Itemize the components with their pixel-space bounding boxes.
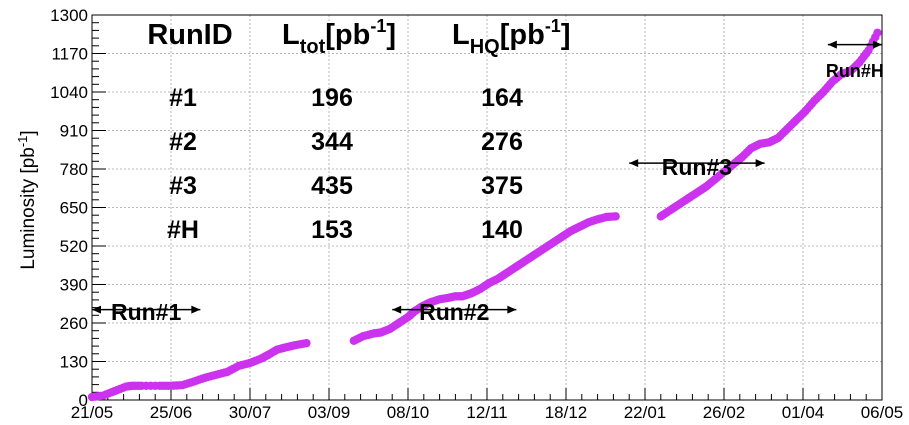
summary-table: RunID Ltot[pb-1] LHQ[pb-1] #1 196 164 #2… xyxy=(147,16,570,244)
run-label: Run#3 xyxy=(662,154,732,180)
table-header-runid: RunID xyxy=(147,19,232,51)
data-points xyxy=(87,28,882,402)
table-row-lhq: 375 xyxy=(481,172,523,200)
x-tick-label: 01/04 xyxy=(782,403,825,422)
table-row-ltot: 196 xyxy=(311,84,353,112)
y-tick-label: 520 xyxy=(60,237,88,256)
y-tick-label: 130 xyxy=(60,353,88,372)
y-tick-label: 650 xyxy=(60,199,88,218)
data-point xyxy=(611,212,620,221)
y-tick-label: 780 xyxy=(60,160,88,179)
run-arrow-head-left xyxy=(629,159,639,168)
run-label: Run#2 xyxy=(419,299,489,325)
table-row-id: #H xyxy=(167,216,199,244)
y-tick-label: 0 xyxy=(79,391,88,410)
x-tick-label: 03/09 xyxy=(308,403,351,422)
x-tick-label: 22/01 xyxy=(624,403,667,422)
run-arrow-head-right xyxy=(191,305,201,314)
table-row-id: #2 xyxy=(169,128,197,156)
table-row-lhq: 276 xyxy=(481,128,523,156)
table-row-ltot: 344 xyxy=(311,128,353,156)
y-axis-label: Luminosity [pb-1] xyxy=(15,130,39,269)
x-tick-label: 12/11 xyxy=(466,403,507,422)
y-tick-label: 1170 xyxy=(51,45,88,64)
table-row-id: #3 xyxy=(169,172,197,200)
run-arrow-head-left xyxy=(827,40,837,49)
y-tick-label: 1040 xyxy=(50,83,88,102)
run-arrow-head-right xyxy=(507,305,517,314)
y-tick-label: 260 xyxy=(60,314,88,333)
data-point xyxy=(873,28,882,37)
run-arrow-head-right xyxy=(755,159,765,168)
x-tick-label: 25/06 xyxy=(150,403,193,422)
x-tick-label: 08/10 xyxy=(387,403,430,422)
y-axis-ticks: 0 130 260 390 520 650 780 910 1040 1170 1300 xyxy=(50,6,106,410)
run-annotations: Run#1 Run#2 Run#3 Run#H xyxy=(92,40,884,325)
y-tick-label: 390 xyxy=(60,276,88,295)
table-row-lhq: 140 xyxy=(481,216,523,244)
table-row-lhq: 164 xyxy=(481,84,523,112)
y-tick-label: 1300 xyxy=(50,6,88,25)
run-arrow-head-left xyxy=(92,305,101,314)
table-header-ltot: Ltot[pb-1] xyxy=(282,16,396,58)
table-header-lhq: LHQ[pb-1] xyxy=(452,16,571,58)
run-label: Run#1 xyxy=(111,299,182,325)
run-arrow-head-left xyxy=(392,305,402,314)
x-tick-label: 18/12 xyxy=(545,403,588,422)
run-arrow-head-right xyxy=(873,40,882,49)
y-tick-label: 910 xyxy=(60,122,88,141)
x-axis-ticks: 21/05 25/06 30/07 03/09 08/10 12/11 18/12 22/01… xyxy=(71,388,904,422)
table-row-ltot: 153 xyxy=(311,216,353,244)
x-tick-label: 30/07 xyxy=(229,403,272,422)
x-tick-label: 06/05 xyxy=(861,403,904,422)
x-tick-label: 21/05 xyxy=(71,403,114,422)
table-row-id: #1 xyxy=(169,84,197,112)
table-row-ltot: 435 xyxy=(311,172,353,200)
x-tick-label: 26/02 xyxy=(703,403,746,422)
run-label: Run#H xyxy=(826,61,884,81)
grid-lines xyxy=(91,14,883,401)
data-point xyxy=(302,338,311,348)
